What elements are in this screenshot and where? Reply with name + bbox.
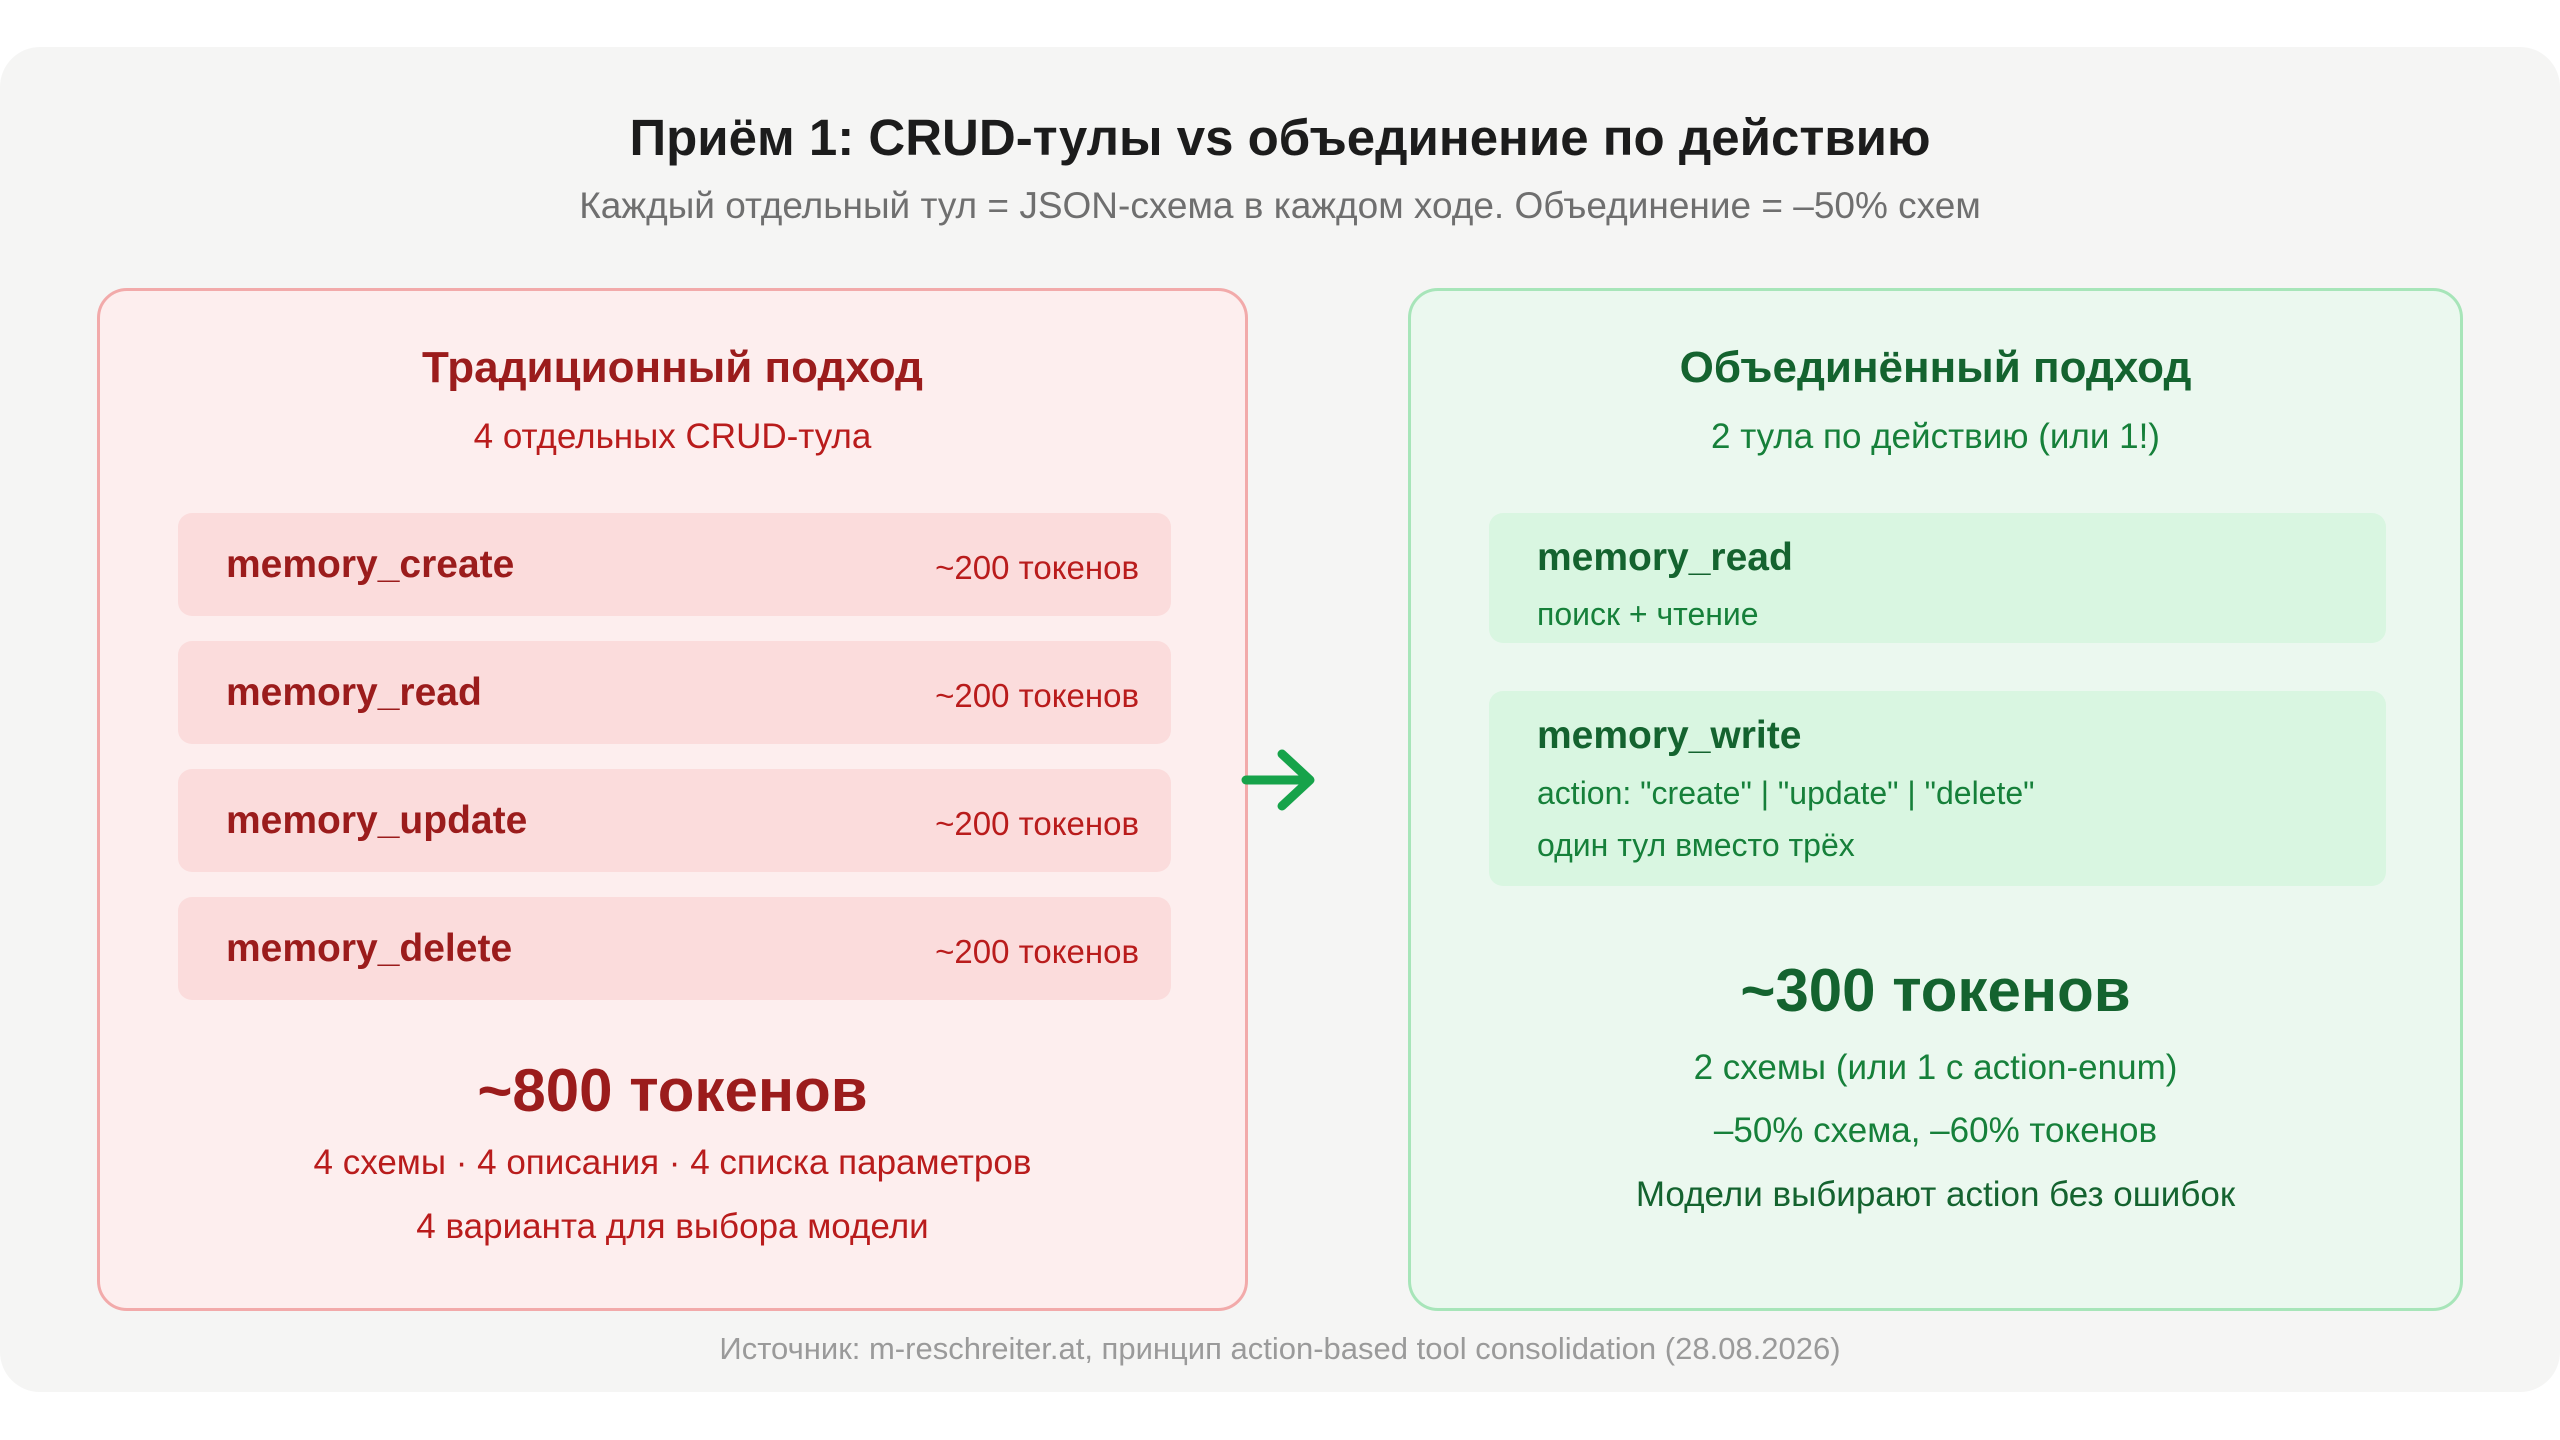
combined-note: 2 схемы (или 1 с action-enum) xyxy=(1693,1048,2178,1087)
combined-total: ~300 токенов xyxy=(1740,957,2131,1024)
tool-name: memory_read xyxy=(1537,536,1793,579)
tool-row-read: memory_read ~200 токенов xyxy=(178,641,1171,744)
tool-cost: ~200 токенов xyxy=(935,933,1139,970)
tool-cost: ~200 токенов xyxy=(935,677,1139,714)
tool-card-read: memory_read поиск + чтение xyxy=(1489,513,2386,643)
tool-name: memory_read xyxy=(226,671,482,714)
tool-row-delete: memory_delete ~200 токенов xyxy=(178,897,1171,1000)
traditional-subheading: 4 отдельных CRUD-тула xyxy=(473,417,872,456)
combined-note: Модели выбирают action без ошибок xyxy=(1635,1175,2236,1214)
traditional-approach-panel: Традиционный подход 4 отдельных CRUD-тул… xyxy=(97,288,1248,1311)
tool-description: action: "create" | "update" | "delete" xyxy=(1537,775,2035,811)
source-footer: Источник: m-reschreiter.at, принцип acti… xyxy=(719,1331,1841,1366)
page-title: Приём 1: CRUD-тулы vs объединение по дей… xyxy=(629,109,1931,166)
traditional-total: ~800 токенов xyxy=(477,1057,868,1124)
traditional-note: 4 варианта для выбора модели xyxy=(416,1207,929,1246)
tool-cost: ~200 токенов xyxy=(935,549,1139,586)
tool-name: memory_write xyxy=(1537,714,1802,757)
traditional-note: 4 схемы · 4 описания · 4 списка параметр… xyxy=(313,1143,1032,1182)
tool-row-update: memory_update ~200 токенов xyxy=(178,769,1171,872)
combined-note: –50% схема, –60% токенов xyxy=(1713,1111,2158,1150)
tool-card-write: memory_write action: "create" | "update"… xyxy=(1489,691,2386,886)
arrow-right-icon xyxy=(1241,749,1315,811)
tool-cost: ~200 токенов xyxy=(935,805,1139,842)
combined-heading: Объединённый подход xyxy=(1679,343,2192,392)
combined-subheading: 2 тула по действию (или 1!) xyxy=(1711,417,2160,456)
traditional-heading: Традиционный подход xyxy=(422,343,923,392)
tool-name: memory_create xyxy=(226,543,515,586)
tool-name: memory_delete xyxy=(226,927,513,970)
combined-approach-panel: Объединённый подход 2 тула по действию (… xyxy=(1408,288,2463,1311)
tool-description: поиск + чтение xyxy=(1537,596,1759,632)
page-subtitle: Каждый отдельный тул = JSON-схема в кажд… xyxy=(579,185,1981,226)
tool-description: один тул вместо трёх xyxy=(1537,827,1855,863)
tool-name: memory_update xyxy=(226,799,528,842)
tool-row-create: memory_create ~200 токенов xyxy=(178,513,1171,616)
